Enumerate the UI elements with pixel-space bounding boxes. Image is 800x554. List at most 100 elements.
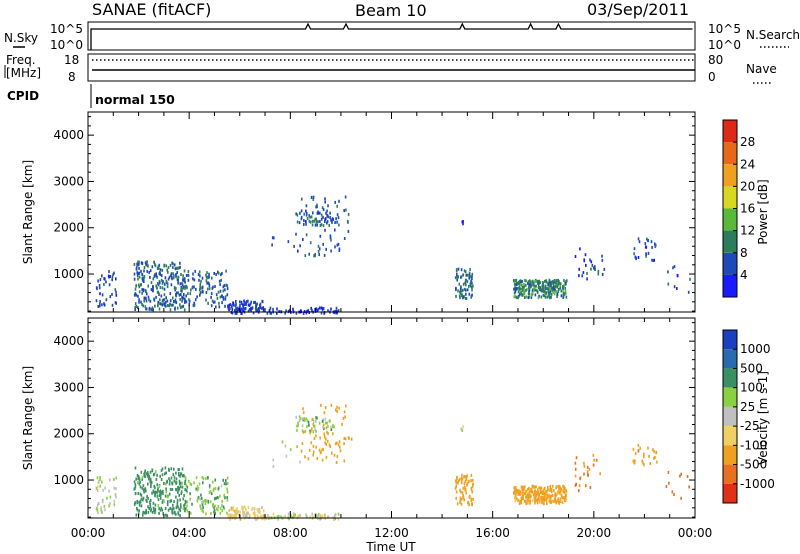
- velocity-cell: [114, 493, 117, 497]
- power-cell: [530, 283, 532, 287]
- velocity-cell: [254, 514, 256, 518]
- velocity-cell: [184, 479, 186, 483]
- power-cell: [193, 285, 195, 289]
- power-cell: [303, 219, 305, 222]
- power-panel-frame: [87, 111, 696, 313]
- power-cell: [176, 271, 178, 275]
- velocity-cell: [547, 485, 549, 489]
- velocity-cell: [523, 499, 526, 503]
- noise-left-tick-bottom: 10^0: [50, 38, 83, 52]
- power-cell: [468, 271, 471, 275]
- power-cell: [242, 303, 244, 307]
- power-cell: [151, 306, 154, 310]
- velocity-cell: [96, 489, 99, 492]
- velocity-cell: [299, 514, 302, 518]
- velocity-cell: [134, 491, 137, 495]
- power-cell: [522, 293, 525, 297]
- power-cell: [544, 295, 547, 299]
- power-cell: [553, 287, 555, 291]
- power-cell: [177, 275, 179, 279]
- power-cell: [302, 312, 305, 315]
- power-colorbar-segment: [723, 186, 737, 209]
- power-cell: [134, 308, 136, 311]
- power-cell: [182, 278, 184, 282]
- power-cell: [296, 220, 299, 224]
- power-cell: [101, 293, 104, 297]
- velocity-cell: [168, 482, 171, 486]
- velocity-cell: [215, 507, 218, 511]
- velocity-cell: [177, 505, 179, 509]
- velocity-cell: [343, 437, 346, 440]
- velocity-cell: [173, 467, 175, 471]
- velocity-cell: [235, 514, 237, 518]
- power-cell: [210, 292, 213, 296]
- velocity-cell: [171, 481, 173, 485]
- velocity-cell: [138, 509, 140, 513]
- velocity-cell: [345, 404, 347, 408]
- power-cell: [647, 239, 649, 243]
- velocity-colorbar-tick-label: -1000: [740, 477, 775, 491]
- power-cell: [151, 265, 154, 269]
- velocity-cell: [179, 514, 181, 518]
- power-cell: [144, 261, 147, 265]
- power-cell: [158, 292, 160, 296]
- power-cell: [165, 264, 168, 268]
- freq-panel: [87, 53, 696, 82]
- velocity-cell: [637, 443, 640, 447]
- velocity-cell: [182, 507, 185, 510]
- velocity-cell: [226, 487, 228, 491]
- velocity-cell: [525, 502, 527, 505]
- velocity-cell: [575, 456, 578, 460]
- power-cell: [459, 291, 462, 295]
- power-cell: [240, 307, 242, 311]
- power-cell: [226, 293, 229, 297]
- power-cell: [199, 274, 201, 278]
- power-cell: [175, 294, 177, 298]
- power-cell: [163, 293, 166, 297]
- velocity-cell: [141, 475, 144, 479]
- power-cell: [182, 296, 184, 300]
- power-cell: [210, 304, 213, 308]
- power-cell: [136, 271, 139, 275]
- power-cell: [99, 300, 101, 303]
- velocity-cell: [97, 511, 99, 515]
- velocity-cell: [144, 487, 147, 491]
- power-cell: [525, 288, 527, 292]
- velocity-cell: [538, 486, 541, 490]
- power-cell: [237, 308, 240, 311]
- power-cell: [647, 251, 650, 255]
- velocity-cell: [333, 425, 335, 429]
- velocity-cell: [133, 480, 136, 484]
- power-cell: [171, 296, 174, 300]
- velocity-cell: [517, 498, 520, 502]
- velocity-cell: [520, 501, 523, 505]
- power-cell: [225, 283, 227, 287]
- x-tick-label: 00:00: [678, 526, 713, 540]
- power-cell: [111, 275, 114, 279]
- power-cell: [316, 205, 318, 209]
- velocity-cell: [593, 458, 595, 462]
- velocity-cell: [144, 475, 146, 479]
- power-cell: [195, 287, 197, 291]
- power-cell: [633, 252, 635, 256]
- velocity-cell: [536, 498, 539, 502]
- velocity-cell: [164, 507, 167, 510]
- velocity-cell: [164, 513, 167, 517]
- power-cell: [169, 302, 171, 306]
- power-cell: [187, 292, 189, 296]
- velocity-cell: [166, 514, 169, 518]
- velocity-colorbar-segment: [723, 387, 737, 407]
- velocity-cell: [455, 490, 458, 494]
- velocity-cell: [301, 442, 304, 445]
- velocity-cell: [145, 498, 147, 502]
- velocity-cell: [137, 512, 140, 516]
- velocity-cell: [455, 485, 457, 488]
- power-cell: [325, 211, 327, 215]
- power-cell: [192, 277, 194, 281]
- velocity-cell: [535, 485, 537, 489]
- power-cell: [143, 299, 145, 303]
- power-cell: [196, 295, 198, 299]
- velocity-cell: [325, 421, 327, 425]
- power-cell: [521, 279, 523, 283]
